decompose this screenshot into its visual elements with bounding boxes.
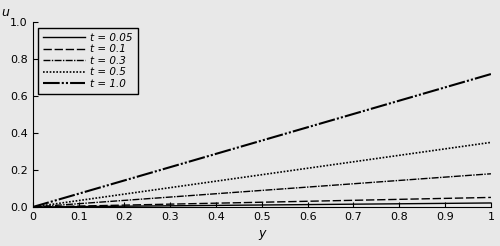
t = 0.1	[406, 198, 411, 201]
t = 0.5	[488, 141, 494, 144]
t = 0.5	[248, 175, 254, 178]
t = 0.3	[278, 187, 283, 190]
t = 0.1	[488, 196, 494, 199]
t = 0.05	[477, 201, 483, 204]
t = 0.3	[248, 190, 254, 193]
t = 0.5	[250, 174, 256, 177]
Line: t = 0.3: t = 0.3	[32, 174, 491, 207]
t = 0.3	[477, 173, 483, 176]
t = 0.1	[250, 201, 256, 204]
Text: u: u	[2, 6, 9, 19]
t = 0.1	[477, 196, 483, 199]
Line: t = 0.1: t = 0.1	[32, 198, 491, 207]
t = 0.05	[488, 201, 494, 204]
t = 0.3	[302, 186, 308, 189]
Legend: t = 0.05, t = 0.1, t = 0.3, t = 0.5, t = 1.0: t = 0.05, t = 0.1, t = 0.3, t = 0.5, t =…	[38, 28, 138, 94]
t = 0.5	[278, 170, 283, 173]
Line: t = 0.5: t = 0.5	[32, 142, 491, 207]
t = 0.05	[248, 204, 254, 207]
t = 0.5	[30, 206, 36, 209]
t = 0.5	[302, 167, 308, 170]
X-axis label: y: y	[258, 228, 266, 240]
t = 1.0	[30, 206, 36, 209]
t = 1.0	[477, 76, 483, 79]
t = 0.05	[30, 206, 36, 209]
t = 0.5	[406, 153, 411, 155]
t = 1.0	[488, 73, 494, 76]
t = 0.1	[30, 206, 36, 209]
t = 1.0	[278, 134, 283, 137]
t = 0.3	[488, 172, 494, 175]
t = 0.3	[250, 190, 256, 193]
t = 1.0	[406, 97, 411, 100]
t = 1.0	[302, 126, 308, 129]
t = 1.0	[248, 142, 254, 145]
t = 0.1	[278, 200, 283, 203]
t = 0.5	[477, 142, 483, 145]
t = 0.1	[302, 200, 308, 203]
Line: t = 0.05: t = 0.05	[32, 203, 491, 207]
t = 0.05	[406, 202, 411, 205]
t = 0.05	[278, 203, 283, 206]
t = 0.05	[302, 203, 308, 206]
t = 0.3	[30, 206, 36, 209]
t = 0.1	[248, 201, 254, 204]
t = 0.05	[250, 204, 256, 207]
t = 1.0	[250, 142, 256, 145]
Line: t = 1.0: t = 1.0	[32, 74, 491, 207]
t = 0.3	[406, 178, 411, 181]
